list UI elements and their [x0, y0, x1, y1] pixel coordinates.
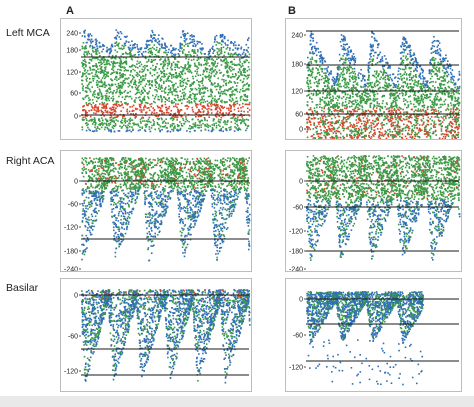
spectrogram-basilar-b: 0 -60 -120 [285, 278, 462, 392]
velocity-tick-label: 120 [291, 89, 303, 96]
velocity-tick-label: -180 [64, 249, 78, 256]
spectrogram-left-mca-b: 240 180 120 60 0 [285, 18, 462, 140]
velocity-tick-label: -120 [64, 369, 78, 376]
spectrogram-right-aca-a: 0 -60 -120 -180 -240 [60, 150, 252, 272]
velocity-tick-label: -120 [64, 225, 78, 232]
spectrogram-svg: 0 -60 -120 -180 -240 [64, 157, 251, 272]
velocity-tick-label: -60 [293, 333, 303, 340]
spectrogram-left-mca-a: 240 180 120 60 0 [60, 18, 252, 140]
spectrogram-right-aca-b: 0 -60 -120 -180 -240 [285, 150, 462, 272]
velocity-tick-label: 0 [299, 297, 303, 304]
spectrogram-svg: 0 -60 -120 [289, 291, 459, 386]
velocity-tick-label: 240 [66, 31, 78, 38]
velocity-tick-label: 180 [291, 62, 303, 69]
velocity-tick-label: 60 [295, 112, 303, 119]
column-label-a: A [66, 5, 74, 17]
spectrogram-svg: 0 -60 -120 -180 -240 [289, 155, 461, 272]
velocity-tick-label: -60 [68, 334, 78, 341]
velocity-tick-label: 60 [70, 91, 78, 98]
velocity-tick-label: -180 [289, 249, 303, 256]
velocity-tick-label: 180 [66, 48, 78, 55]
velocity-tick-label: -60 [68, 202, 78, 209]
velocity-tick-label: -240 [289, 267, 303, 272]
spectrogram-svg: 240 180 120 60 0 [291, 30, 461, 139]
row-label-basilar: Basilar [6, 282, 39, 294]
velocity-tick-label: 0 [74, 114, 78, 121]
row-label-left-mca: Left MCA [6, 27, 50, 39]
velocity-tick-label: 120 [66, 70, 78, 77]
velocity-tick-label: 240 [291, 33, 303, 40]
velocity-tick-label: -240 [64, 267, 78, 272]
velocity-tick-label: 0 [299, 127, 303, 134]
spectrogram-svg: 0 -60 -120 [64, 289, 251, 384]
velocity-tick-label: 0 [74, 293, 78, 300]
velocity-tick-label: 0 [299, 179, 303, 186]
velocity-tick-label: 0 [74, 179, 78, 186]
velocity-tick-label: -120 [289, 365, 303, 372]
velocity-tick-label: -120 [289, 229, 303, 236]
spectrogram-basilar-a: 0 -60 -120 [60, 278, 252, 392]
spectrogram-svg: 240 180 120 60 0 [66, 29, 251, 133]
column-label-b: B [288, 5, 296, 17]
row-label-right-aca: Right ACA [6, 155, 55, 167]
velocity-tick-label: -60 [293, 205, 303, 212]
bottom-margin-band [0, 396, 474, 407]
